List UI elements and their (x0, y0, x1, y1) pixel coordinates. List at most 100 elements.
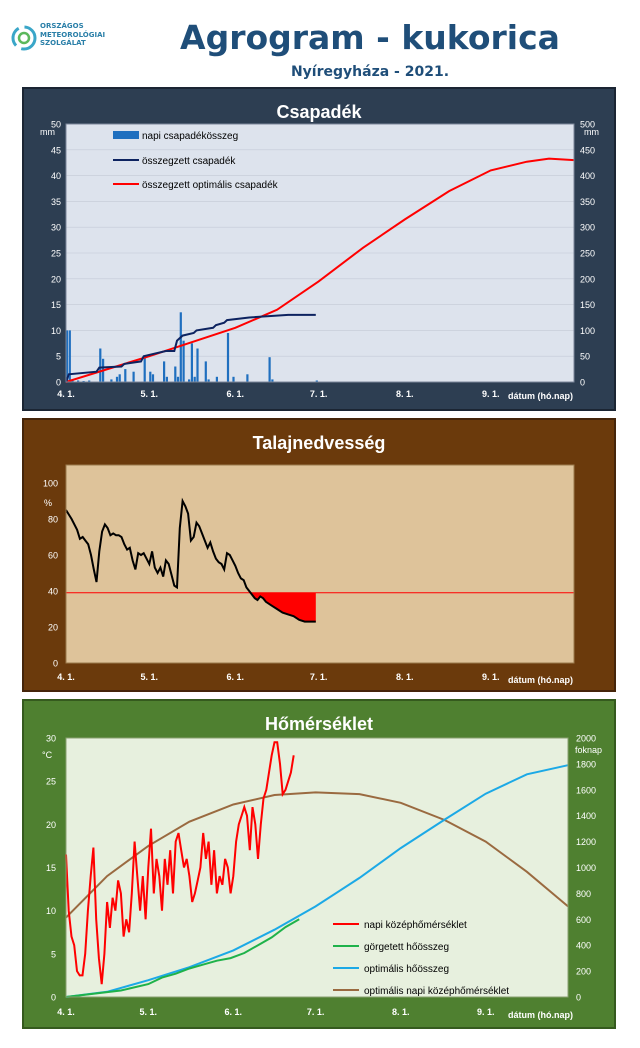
temperature-y2-tick: 1400 (576, 811, 596, 821)
daily-precip-bar (268, 357, 271, 382)
optimal-heat-sum-line (65, 764, 569, 998)
daily-precip-bar (99, 348, 102, 382)
temperature-y2-tick: 600 (576, 915, 591, 925)
soil-moisture-y-unit: % (44, 498, 52, 508)
precipitation-y2-tick: 400 (580, 171, 595, 181)
soil-moisture-y-tick: 60 (48, 551, 58, 561)
soil-moisture-x-ticks: 4. 1. 5. 1. 6. 1. 7. 1. 8. 1. 9. 1. (57, 672, 499, 682)
precipitation-x-ticks: 4. 1. 5. 1. 6. 1. 7. 1. 8. 1. 9. 1. (57, 389, 499, 399)
precipitation-y2-tick: 150 (580, 300, 595, 310)
temperature-plot-border (65, 737, 569, 998)
precipitation-y-tick: 35 (51, 197, 61, 207)
precipitation-y2-tick: 500 (580, 120, 595, 130)
daily-precip-bar (188, 379, 191, 382)
precipitation-y-tick: 10 (51, 326, 61, 336)
daily-precip-bar (151, 374, 155, 382)
daily-precip-bar (315, 380, 318, 382)
temperature-y2-tick: 1000 (576, 863, 596, 873)
temperature-y-tick: 30 (46, 734, 56, 744)
daily-precip-bar (196, 348, 199, 382)
daily-precip-bar (193, 376, 196, 382)
precipitation-y2-tick: 50 (580, 352, 590, 362)
temperature-y2-tick: 200 (576, 967, 591, 977)
precipitation-y2-tick: 100 (580, 326, 595, 336)
temperature-x-tick: 6. 1. (225, 1007, 243, 1017)
temperature-y2-tick: 0 (576, 993, 581, 1003)
temperature-y-tick: 0 (51, 993, 56, 1003)
precipitation-y-tick: 25 (51, 249, 61, 259)
precipitation-y2-unit: mm (584, 127, 599, 137)
daily-precip-bar (163, 361, 166, 382)
precipitation-y2-tick: 350 (580, 197, 595, 207)
legend-opt-sum: optimális hőösszeg (364, 964, 449, 975)
daily-precip-bar (110, 379, 113, 382)
daily-precip-bar (204, 361, 207, 382)
temperature-y2-tick: 1800 (576, 759, 596, 769)
temperature-y-tick: 10 (46, 906, 56, 916)
temperature-x-tick: 7. 1. (307, 1007, 325, 1017)
precipitation-y2-tick: 300 (580, 223, 595, 233)
daily-precip-bar (271, 379, 274, 382)
daily-precip-bar (246, 374, 249, 382)
temperature-y-tick: 25 (46, 777, 56, 787)
legend-daily-temp: napi középhőmérséklet (364, 920, 467, 931)
precipitation-gridlines (66, 149, 574, 357)
precipitation-legend: napi csapadékösszeg összegzett csapadék … (113, 131, 279, 191)
precipitation-y-tick: 0 (56, 378, 61, 388)
cumulative-precipitation-line (65, 313, 316, 383)
soil-moisture-x-tick: 5. 1. (141, 672, 159, 682)
daily-precip-bar (207, 379, 210, 382)
temperature-y-tick: 15 (46, 863, 56, 873)
soil-moisture-plot-area (66, 465, 574, 663)
legend-daily-precip: napi csapadékösszeg (142, 131, 238, 142)
soil-moisture-x-tick: 8. 1. (396, 672, 414, 682)
temperature-x-tick: 4. 1. (57, 1007, 75, 1017)
temperature-y2-tick: 1600 (576, 785, 596, 795)
soil-moisture-y-tick: 20 (48, 623, 58, 633)
precipitation-y-tick: 45 (51, 145, 61, 155)
soil-moisture-y-tick: 0 (53, 659, 58, 669)
precipitation-x-label: dátum (hó.nap) (508, 391, 573, 401)
soil-moisture-x-tick: 7. 1. (310, 672, 328, 682)
org-line-3: SZOLGÁLAT (40, 39, 86, 47)
soil-moisture-title: Talajnedvesség (253, 433, 386, 453)
soil-moisture-x-label: dátum (hó.nap) (508, 675, 573, 685)
soil-moisture-chart: Talajnedvesség 0 20 40 60 80 100 4. 1. 5. 1. 6.… (22, 418, 616, 692)
precipitation-chart: Csapadék 0 5 10 15 20 25 30 35 40 45 50 0 50 100 150 2… (22, 87, 616, 411)
daily-precip-bar (182, 340, 185, 382)
legend-opt-precip: összegzett optimális csapadék (142, 180, 279, 191)
temperature-plot-area (66, 738, 568, 997)
daily-precip-bar (68, 330, 71, 382)
legend-swatch-daily-precip (113, 131, 139, 139)
precipitation-y-tick: 50 (51, 120, 61, 130)
precipitation-y-tick: 20 (51, 274, 61, 284)
precipitation-y-tick: 30 (51, 223, 61, 233)
precipitation-x-tick: 5. 1. (141, 389, 159, 399)
temperature-x-tick: 8. 1. (392, 1007, 410, 1017)
temperature-title: Hőmérséklet (265, 714, 373, 734)
temperature-x-ticks: 4. 1. 5. 1. 6. 1. 7. 1. 8. 1. 9. 1. (57, 1007, 494, 1017)
temperature-y-tick: 5 (51, 949, 56, 959)
soil-moisture-y-ticks: 0 20 40 60 80 100 (43, 479, 58, 669)
soil-moisture-y-tick: 80 (48, 515, 58, 525)
soil-moisture-deficit-area (252, 592, 316, 622)
precipitation-y2-tick: 0 (580, 378, 585, 388)
cumulative-optimal-precipitation-line (65, 157, 575, 383)
daily-precip-bar (226, 333, 230, 382)
oms-logo (11, 25, 37, 51)
temperature-y-unit: °C (42, 750, 53, 760)
precipitation-y2-tick: 450 (580, 145, 595, 155)
soil-moisture-line (65, 497, 316, 623)
soil-moisture-x-tick: 6. 1. (227, 672, 245, 682)
precipitation-x-tick: 9. 1. (482, 389, 500, 399)
precipitation-y2-tick: 200 (580, 274, 595, 284)
daily-precip-bar (232, 376, 235, 382)
temperature-x-tick: 5. 1. (140, 1007, 158, 1017)
temperature-legend: napi középhőmérséklet görgetett hőösszeg… (333, 920, 509, 997)
daily-precip-bar (115, 376, 119, 382)
soil-moisture-x-tick: 4. 1. (57, 672, 75, 682)
org-line-1: ORSZÁGOS (40, 22, 84, 30)
soil-moisture-y-tick: 100 (43, 479, 58, 489)
temperature-y2-tick: 800 (576, 889, 591, 899)
temperature-y-tick: 20 (46, 820, 56, 830)
